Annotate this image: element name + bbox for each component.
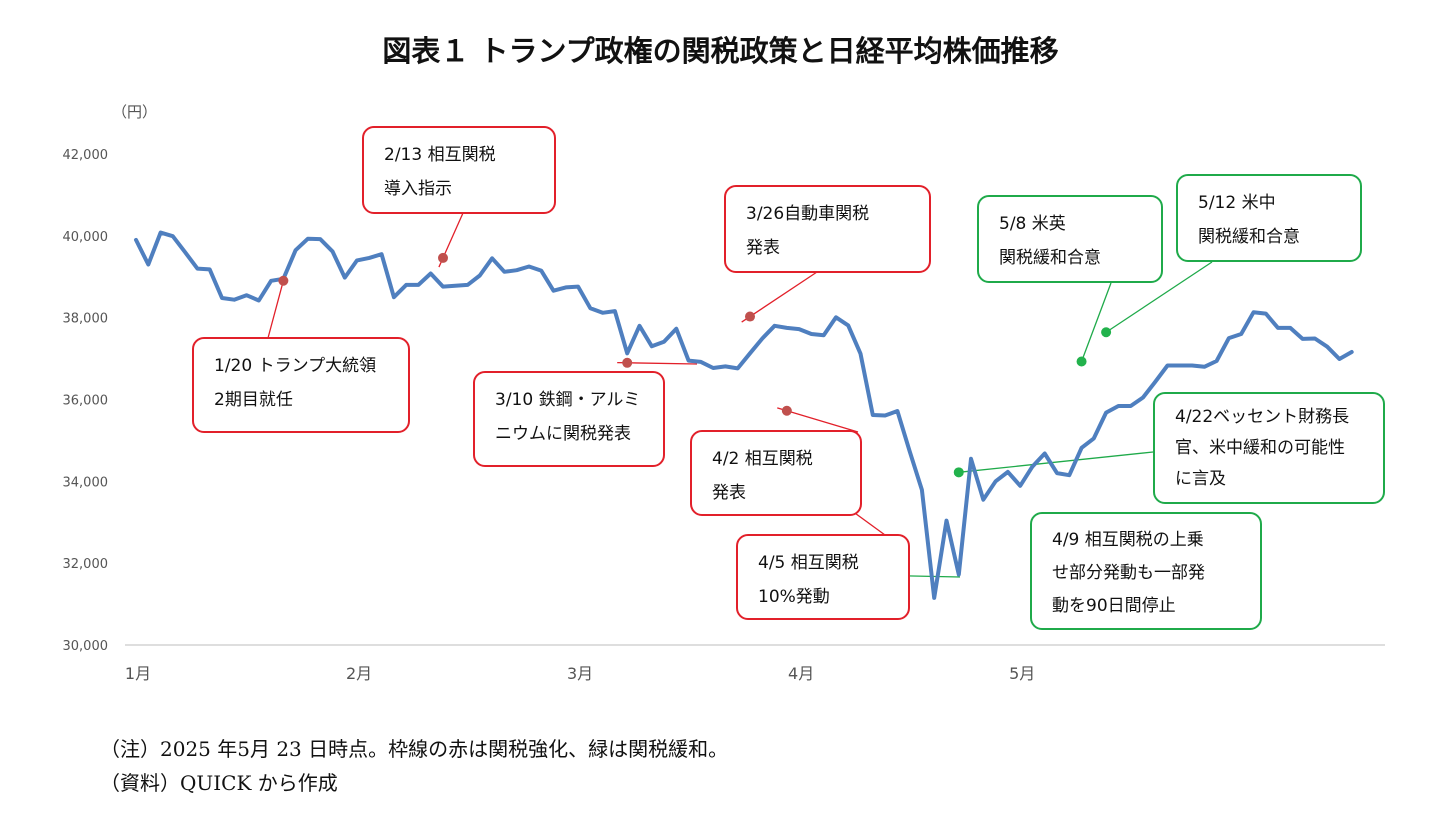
- y-axis-ticks: 42,000 40,000 38,000 36,000 34,000 32,000 30,0…: [63, 148, 109, 654]
- y-tick-label: 40,000: [63, 230, 109, 245]
- annotation-line: 2期目就任: [214, 390, 293, 410]
- annotation-line: 4/2 相互関税: [712, 449, 813, 469]
- footnote-source: （資料）QUICK から作成: [100, 771, 338, 795]
- tariff-tightening-marker: [622, 357, 633, 368]
- tariff-easing-marker: [953, 467, 964, 478]
- annotation-reciprocal-announce: 4/2 相互関税 発表: [690, 430, 862, 516]
- x-tick-label: 4月: [788, 664, 814, 683]
- annotation-90day-pause: 4/9 相互関税の上乗 せ部分発動も一部発 動を90日間停止: [1030, 512, 1262, 630]
- annotation-line: 導入指示: [384, 179, 452, 199]
- y-tick-label: 30,000: [63, 639, 109, 654]
- tariff-tightening-marker: [438, 252, 448, 263]
- y-tick-label: 32,000: [63, 557, 109, 572]
- nikkei-series-line: [134, 230, 1354, 600]
- x-tick-label: 1月: [125, 664, 151, 683]
- y-tick-label: 34,000: [63, 475, 109, 490]
- annotation-line: 発表: [746, 238, 780, 258]
- annotation-line: 5/8 米英: [999, 214, 1066, 234]
- annotation-bessent: 4/22ベッセント財務長 官、米中緩和の可能性 に言及: [1153, 392, 1385, 504]
- annotation-connector: [1105, 261, 1213, 333]
- annotation-us-china-deal: 5/12 米中 関税緩和合意: [1176, 174, 1362, 262]
- annotation-steel-aluminum: 3/10 鉄鋼・アルミ ニウムに関税発表: [473, 371, 665, 467]
- annotation-inauguration: 1/20 トランプ大統領 2期目就任: [192, 337, 410, 433]
- y-tick-label: 42,000: [63, 148, 109, 163]
- annotation-line: 4/22ベッセント財務長: [1175, 407, 1350, 427]
- tariff-tightening-marker: [781, 405, 792, 416]
- x-tick-label: 2月: [346, 664, 372, 683]
- annotation-connector: [741, 271, 818, 323]
- annotation-reciprocal-10pct: 4/5 相互関税 10%発動: [736, 534, 910, 620]
- x-tick-label: 3月: [567, 664, 593, 683]
- annotation-line: せ部分発動も一部発: [1052, 563, 1205, 583]
- annotation-line: 4/9 相互関税の上乗: [1052, 530, 1204, 550]
- x-tick-label: 5月: [1009, 664, 1035, 683]
- annotation-line: 関税緩和合意: [999, 248, 1101, 268]
- y-tick-label: 38,000: [63, 312, 109, 327]
- annotation-line: 3/10 鉄鋼・アルミ: [495, 390, 641, 410]
- annotation-line: 5/12 米中: [1198, 193, 1276, 213]
- tariff-tightening-marker: [745, 311, 755, 322]
- tariff-easing-marker: [1101, 327, 1112, 338]
- annotation-line: 2/13 相互関税: [384, 145, 496, 165]
- y-tick-label: 36,000: [63, 394, 109, 409]
- annotation-line: 官、米中緩和の可能性: [1175, 438, 1345, 458]
- annotation-line: 発表: [712, 483, 746, 503]
- annotation-connector: [958, 451, 1154, 473]
- annotation-line: 10%発動: [758, 587, 830, 607]
- tariff-easing-marker: [1076, 356, 1087, 367]
- annotation-line: 3/26自動車関税: [746, 204, 870, 224]
- annotation-line: 4/5 相互関税: [758, 553, 859, 573]
- annotation-line: 動を90日間停止: [1052, 596, 1176, 616]
- annotation-reciprocal-order: 2/13 相互関税 導入指示: [362, 126, 556, 214]
- y-axis-unit: （円）: [112, 103, 157, 121]
- annotation-line: ニウムに関税発表: [495, 424, 631, 444]
- annotation-line: に言及: [1175, 469, 1226, 489]
- annotation-connector: [1080, 282, 1112, 362]
- annotation-line: 1/20 トランプ大統領: [214, 356, 377, 376]
- annotation-line: 関税緩和合意: [1198, 227, 1300, 247]
- annotation-auto-tariff: 3/26自動車関税 発表: [724, 185, 931, 273]
- tariff-tightening-marker: [278, 275, 289, 286]
- x-axis-ticks: 1月 2月 3月 4月 5月: [125, 664, 1035, 683]
- annotation-us-uk-deal: 5/8 米英 関税緩和合意: [977, 195, 1163, 283]
- chart-title: 図表１ トランプ政権の関税政策と日経平均株価推移: [382, 34, 1059, 68]
- footnote-note: （注）2025 年5月 23 日時点。枠線の赤は関税強化、緑は関税緩和。: [100, 737, 729, 761]
